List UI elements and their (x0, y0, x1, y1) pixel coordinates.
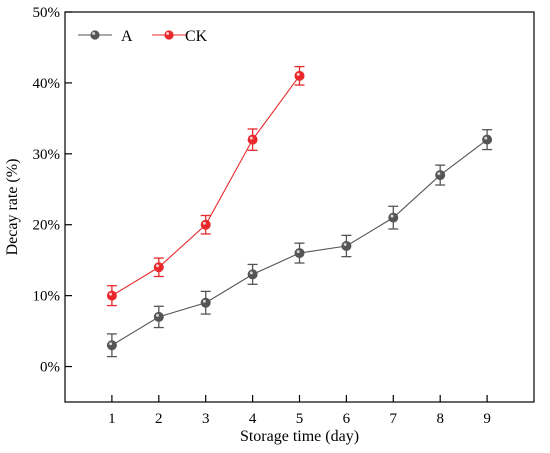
y-axis: 0% 10% 20% 30% 40% 50% (33, 5, 72, 376)
x-tick-label: 5 (296, 411, 304, 427)
y-tick-label: 40% (33, 76, 61, 92)
legend-item-a: A (78, 28, 133, 45)
data-point-highlight (202, 221, 206, 225)
data-point (247, 134, 258, 145)
series-line (111, 139, 488, 346)
x-tick-label: 9 (483, 411, 491, 427)
data-point (200, 219, 211, 230)
y-axis-title: Decay rate (%) (4, 159, 21, 256)
x-tick-label: 6 (343, 411, 351, 427)
data-point-highlight (296, 250, 300, 254)
data-point (106, 290, 117, 301)
series-a (106, 129, 493, 358)
data-point (294, 70, 305, 81)
data-point (388, 212, 399, 223)
x-tick-label: 7 (390, 411, 398, 427)
series-layer (106, 65, 493, 358)
data-point (482, 134, 493, 145)
data-point-highlight (343, 243, 347, 246)
data-point (200, 297, 211, 308)
data-point-highlight (109, 292, 113, 296)
x-tick-label: 1 (108, 411, 116, 427)
x-tick-label: 2 (155, 411, 163, 427)
data-point (341, 240, 352, 251)
legend-marker-highlight (92, 32, 96, 35)
x-tick-label: 4 (249, 411, 257, 427)
data-point-highlight (390, 214, 394, 218)
y-tick-label: 30% (33, 147, 61, 163)
data-point-highlight (156, 264, 159, 268)
data-point-highlight (484, 136, 488, 140)
x-tick-label: 8 (436, 411, 444, 427)
data-point (153, 262, 164, 273)
y-tick-label: 50% (33, 5, 61, 21)
legend: A CK (78, 28, 208, 45)
data-point-highlight (109, 342, 113, 346)
series-ck (106, 65, 305, 307)
data-point (153, 311, 164, 322)
legend-label: A (121, 28, 133, 45)
data-point-highlight (249, 271, 253, 275)
data-point (294, 248, 305, 259)
legend-item-ck: CK (152, 28, 208, 45)
data-point-highlight (156, 313, 159, 317)
y-tick-label: 10% (33, 289, 61, 305)
x-axis: 1 2 3 4 5 6 7 8 9 (108, 395, 491, 427)
data-point-highlight (437, 172, 441, 176)
data-point (106, 340, 117, 351)
data-point-highlight (249, 136, 253, 140)
data-point (247, 269, 258, 280)
y-tick-label: 20% (33, 218, 61, 234)
x-tick-label: 3 (202, 411, 210, 427)
y-tick-label: 0% (40, 360, 60, 376)
x-axis-title: Storage time (day) (240, 428, 359, 445)
data-point (435, 170, 446, 181)
legend-marker (164, 30, 174, 40)
legend-label: CK (185, 28, 208, 45)
data-point-highlight (296, 72, 300, 76)
series-line (111, 75, 300, 297)
legend-marker-highlight (166, 32, 170, 35)
legend-marker (90, 30, 100, 40)
data-point-highlight (202, 299, 206, 303)
